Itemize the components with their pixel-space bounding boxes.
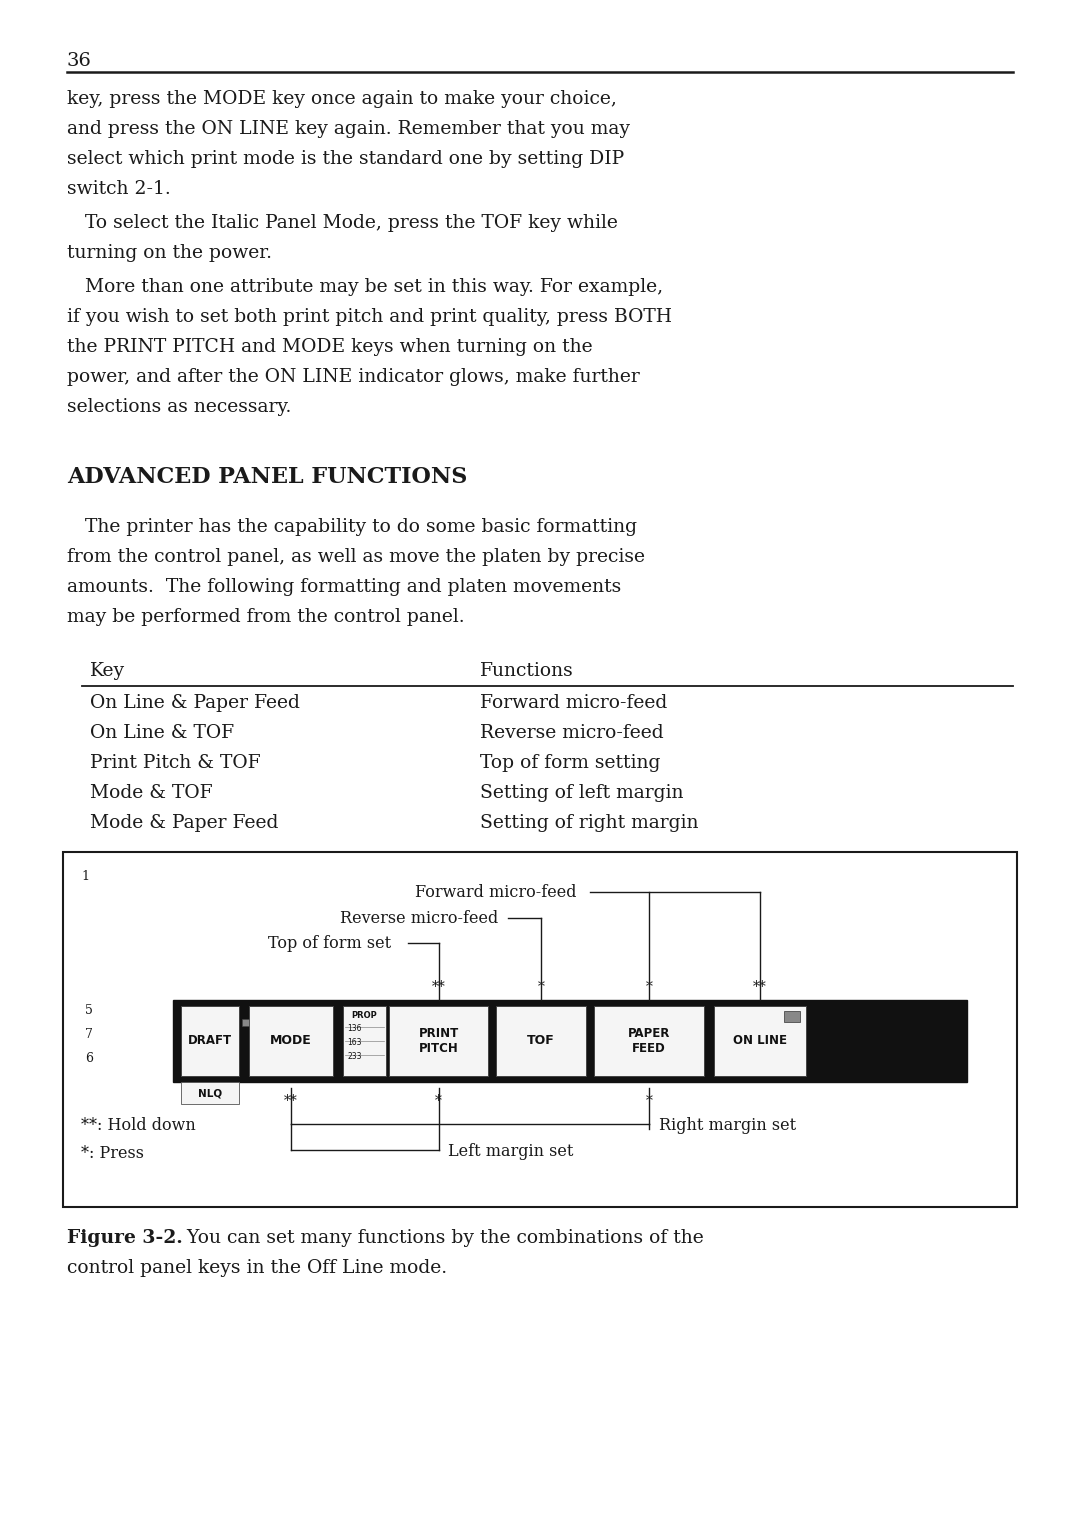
Bar <box>594 1006 704 1076</box>
Text: switch 2-1.: switch 2-1. <box>67 180 171 197</box>
Text: PRINT
PITCH: PRINT PITCH <box>418 1027 459 1055</box>
Text: 163: 163 <box>347 1038 362 1047</box>
Bar <box>714 1006 806 1076</box>
Bar <box>784 1011 800 1021</box>
Text: Mode & TOF: Mode & TOF <box>90 784 213 803</box>
Bar <box>173 1000 967 1083</box>
Text: The printer has the capability to do some basic formatting: The printer has the capability to do som… <box>67 518 637 537</box>
Text: Functions: Functions <box>480 662 573 680</box>
Text: DRAFT: DRAFT <box>188 1035 232 1047</box>
Bar <box>181 1006 239 1076</box>
Text: Key: Key <box>90 662 125 680</box>
Text: Setting of right margin: Setting of right margin <box>480 813 699 832</box>
Text: *: * <box>538 980 544 994</box>
Text: Forward micro-feed: Forward micro-feed <box>415 884 577 901</box>
Text: and press the ON LINE key again. Remember that you may: and press the ON LINE key again. Remembe… <box>67 119 630 138</box>
Text: *: Press: *: Press <box>81 1145 144 1162</box>
Text: ON LINE: ON LINE <box>733 1035 787 1047</box>
Text: On Line & Paper Feed: On Line & Paper Feed <box>90 694 300 713</box>
Bar <box>343 1006 386 1076</box>
Text: Reverse micro-feed: Reverse micro-feed <box>480 725 663 742</box>
Text: power, and after the ON LINE indicator glows, make further: power, and after the ON LINE indicator g… <box>67 368 639 385</box>
Text: from the control panel, as well as move the platen by precise: from the control panel, as well as move … <box>67 547 645 566</box>
Text: selections as necessary.: selections as necessary. <box>67 398 292 416</box>
Text: PROP: PROP <box>352 1011 377 1020</box>
Text: may be performed from the control panel.: may be performed from the control panel. <box>67 609 464 625</box>
Text: On Line & TOF: On Line & TOF <box>90 725 234 742</box>
Text: 136: 136 <box>347 1024 362 1034</box>
Text: PAPER
FEED: PAPER FEED <box>627 1027 671 1055</box>
Text: control panel keys in the Off Line mode.: control panel keys in the Off Line mode. <box>67 1258 447 1277</box>
Text: turning on the power.: turning on the power. <box>67 245 272 261</box>
Text: **: ** <box>432 980 445 994</box>
Text: **: ** <box>753 980 767 994</box>
Text: ADVANCED PANEL FUNCTIONS: ADVANCED PANEL FUNCTIONS <box>67 466 468 488</box>
Text: *: * <box>435 1095 442 1109</box>
Bar <box>389 1006 488 1076</box>
Text: Reverse micro-feed: Reverse micro-feed <box>340 910 498 927</box>
Text: Right margin set: Right margin set <box>659 1118 796 1135</box>
Bar <box>63 852 1017 1206</box>
Text: 36: 36 <box>67 52 92 70</box>
Text: the PRINT PITCH and MODE keys when turning on the: the PRINT PITCH and MODE keys when turni… <box>67 338 593 356</box>
Text: if you wish to set both print pitch and print quality, press BOTH: if you wish to set both print pitch and … <box>67 307 672 326</box>
Text: TOF: TOF <box>527 1035 555 1047</box>
Text: Top of form set: Top of form set <box>268 936 391 953</box>
Bar <box>249 1006 333 1076</box>
Text: *: * <box>646 1095 652 1109</box>
Text: To select the Italic Panel Mode, press the TOF key while: To select the Italic Panel Mode, press t… <box>67 214 618 232</box>
Text: Print Pitch & TOF: Print Pitch & TOF <box>90 754 260 772</box>
Text: 7: 7 <box>85 1027 93 1041</box>
Text: MODE: MODE <box>270 1035 312 1047</box>
Text: More than one attribute may be set in this way. For example,: More than one attribute may be set in th… <box>67 278 663 297</box>
Text: Setting of left margin: Setting of left margin <box>480 784 684 803</box>
Text: 1: 1 <box>81 870 89 884</box>
Text: 5: 5 <box>85 1005 93 1017</box>
Text: key, press the MODE key once again to make your choice,: key, press the MODE key once again to ma… <box>67 90 617 109</box>
Text: **: Hold down: **: Hold down <box>81 1118 195 1135</box>
Text: **: ** <box>284 1095 298 1109</box>
Text: 6: 6 <box>85 1052 93 1066</box>
Text: You can set many functions by the combinations of the: You can set many functions by the combin… <box>175 1229 704 1248</box>
Text: Left margin set: Left margin set <box>448 1144 573 1161</box>
Bar <box>181 1083 239 1104</box>
Text: Mode & Paper Feed: Mode & Paper Feed <box>90 813 279 832</box>
Text: 233: 233 <box>347 1052 362 1061</box>
Text: Forward micro-feed: Forward micro-feed <box>480 694 667 713</box>
Text: Top of form setting: Top of form setting <box>480 754 660 772</box>
Text: Figure 3-2.: Figure 3-2. <box>67 1229 183 1248</box>
Text: select which print mode is the standard one by setting DIP: select which print mode is the standard … <box>67 150 624 168</box>
Bar <box>496 1006 586 1076</box>
Text: amounts.  The following formatting and platen movements: amounts. The following formatting and pl… <box>67 578 621 596</box>
Bar <box>242 1018 249 1026</box>
Text: *: * <box>646 980 652 994</box>
Text: NLQ: NLQ <box>198 1089 222 1098</box>
